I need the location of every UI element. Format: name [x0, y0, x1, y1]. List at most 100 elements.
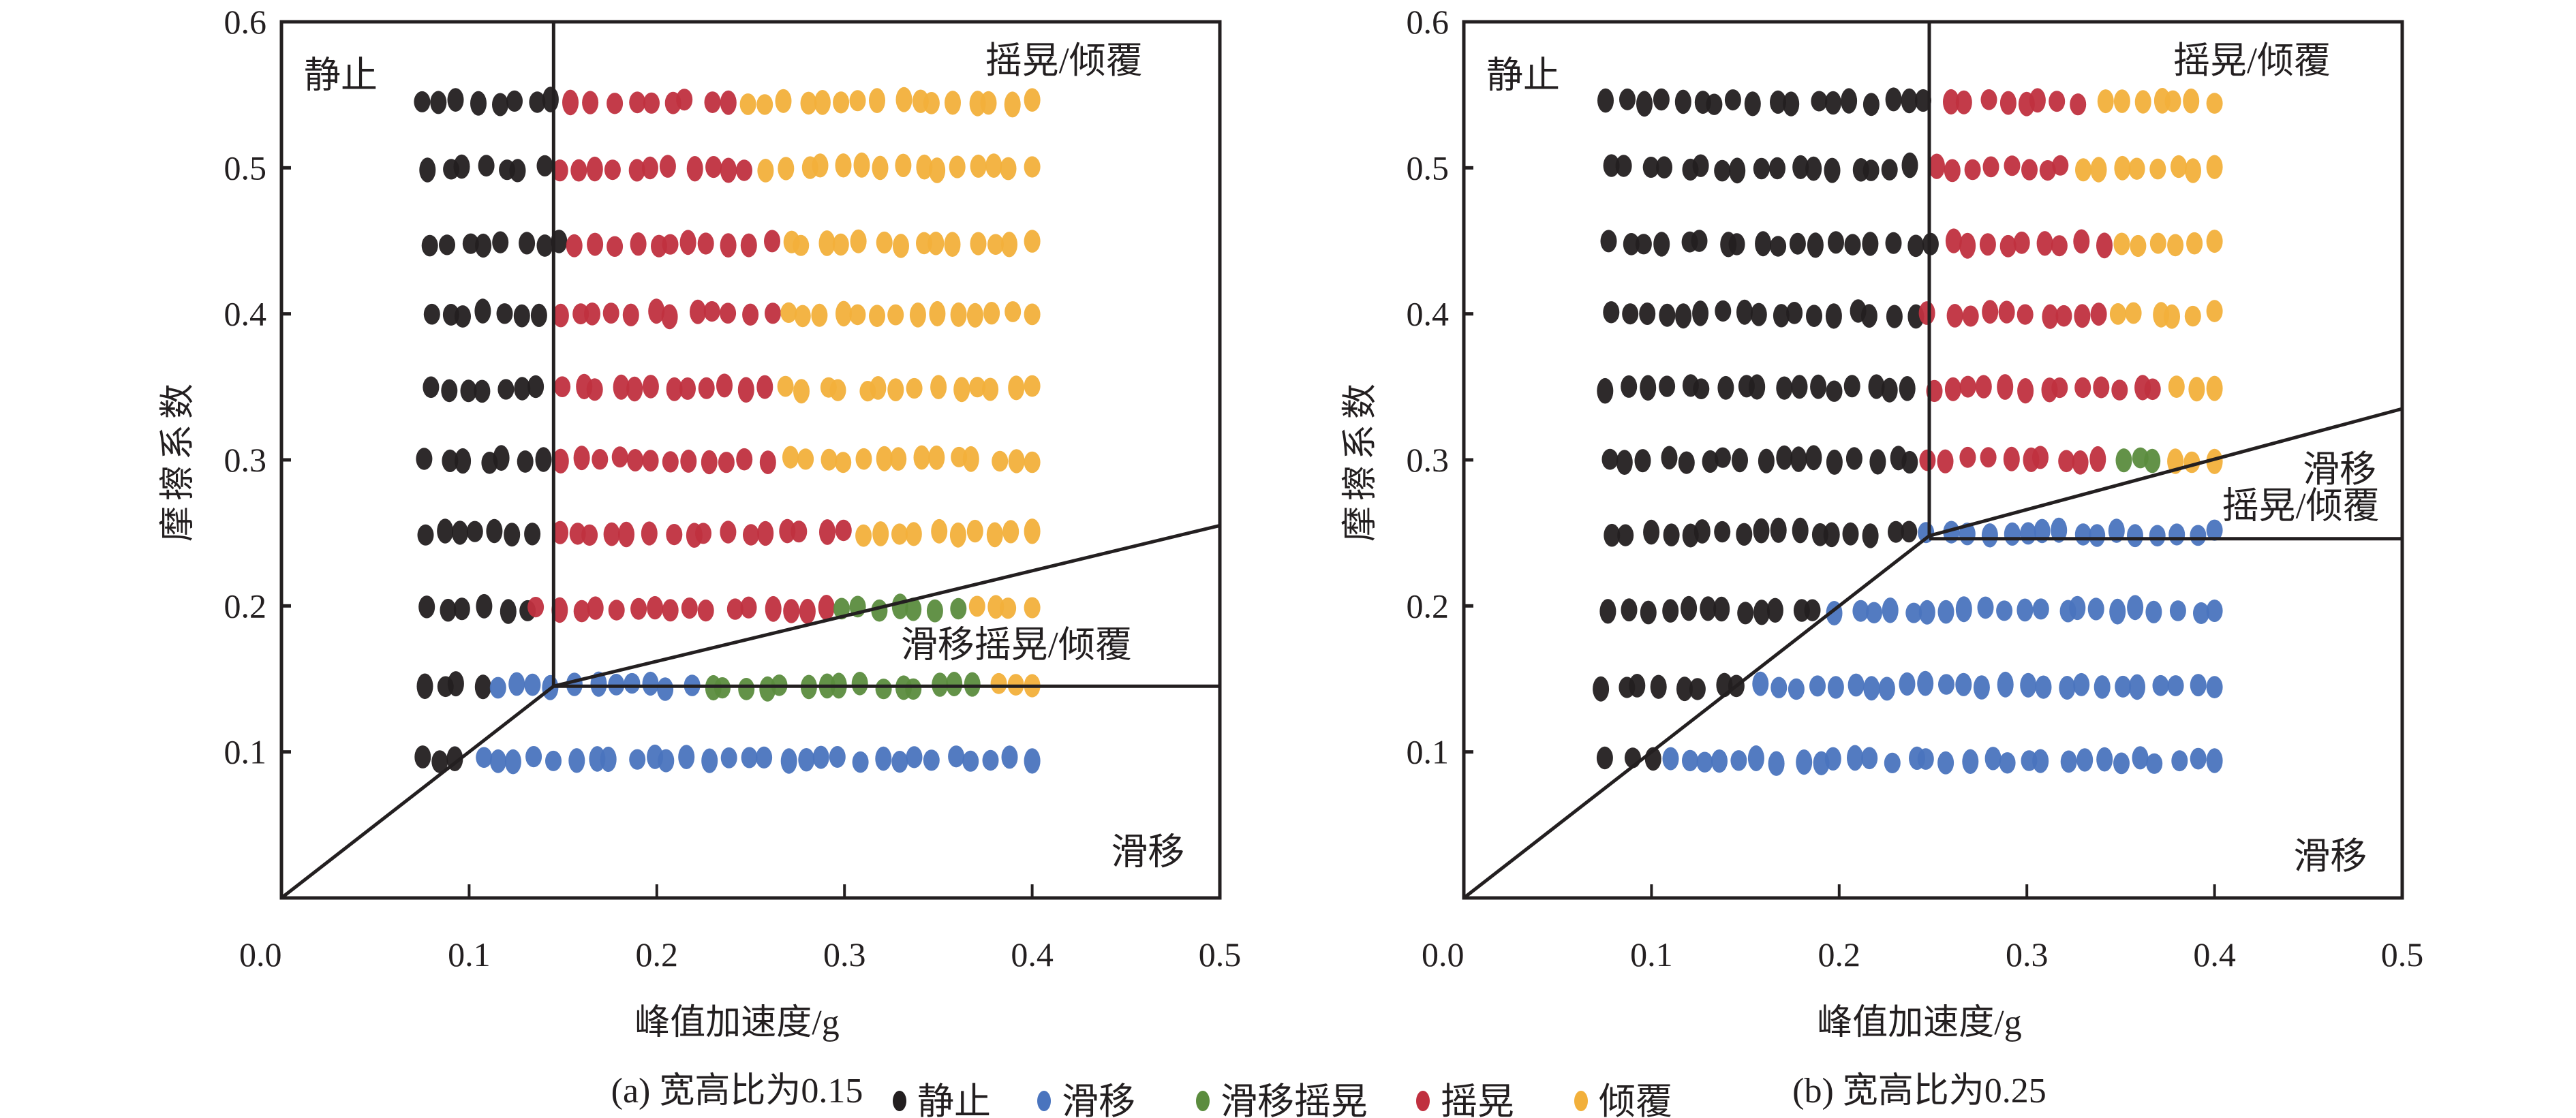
data-point — [622, 303, 639, 326]
data-point — [1999, 91, 2017, 115]
data-point — [642, 450, 659, 472]
data-point — [1944, 377, 1961, 401]
data-point — [1868, 374, 1885, 399]
data-point — [2171, 155, 2187, 178]
data-point — [1937, 600, 1954, 624]
data-point — [416, 448, 433, 470]
data-point — [982, 749, 999, 771]
data-point — [551, 597, 568, 623]
data-point — [944, 232, 961, 258]
data-point — [587, 596, 604, 620]
data-point — [697, 232, 714, 255]
data-point — [2013, 231, 2030, 254]
data-point — [835, 300, 852, 327]
data-point — [1827, 676, 1844, 699]
data-point — [2206, 155, 2223, 179]
data-point — [1955, 672, 1972, 696]
data-point — [2113, 752, 2130, 775]
data-point — [529, 91, 546, 113]
data-point — [1653, 88, 1670, 111]
data-point — [562, 89, 579, 116]
data-point — [2114, 155, 2131, 181]
data-point — [895, 87, 913, 112]
data-point — [437, 518, 454, 544]
data-point — [2042, 304, 2059, 329]
data-point — [1766, 597, 1783, 623]
data-point — [455, 448, 472, 474]
data-point — [743, 524, 759, 546]
data-point — [2115, 675, 2132, 698]
y-tick-label: 0.3 — [1407, 441, 1450, 479]
data-point — [2075, 158, 2091, 182]
data-point — [980, 91, 997, 115]
data-point — [701, 748, 718, 773]
data-point — [992, 450, 1009, 472]
data-point — [736, 159, 752, 181]
data-point — [1776, 445, 1793, 470]
data-point — [2206, 676, 2223, 698]
data-point — [504, 749, 521, 775]
data-point — [1730, 750, 1747, 771]
x-tick-label: 0.5 — [1199, 935, 1242, 974]
legend: 静止 滑移 滑移摇晃 摇晃 倾覆 — [893, 1081, 1672, 1118]
data-point — [1728, 233, 1745, 255]
data-point — [1601, 448, 1619, 470]
legend-marker — [1416, 1091, 1430, 1111]
data-point — [872, 155, 889, 181]
data-point — [1603, 154, 1620, 177]
data-point — [2004, 522, 2021, 546]
data-point — [1975, 375, 1992, 399]
data-point — [1824, 157, 1841, 183]
legend-label: 摇晃 — [1441, 1081, 1514, 1118]
data-point — [799, 598, 816, 624]
data-point — [1786, 302, 1803, 324]
data-point — [442, 449, 459, 473]
data-point — [2073, 672, 2090, 696]
data-point — [923, 92, 940, 114]
data-point — [2130, 234, 2147, 258]
data-point — [1962, 749, 1979, 775]
data-point — [643, 92, 660, 114]
data-point — [536, 155, 553, 176]
data-point — [1753, 157, 1770, 180]
data-point — [1918, 301, 1935, 325]
legend-label: 滑移 — [1062, 1081, 1135, 1118]
data-point — [1943, 89, 1959, 115]
data-point — [1681, 595, 1698, 621]
data-point — [474, 298, 491, 324]
data-point — [2128, 157, 2145, 180]
data-point — [1881, 377, 1898, 403]
data-point — [545, 750, 562, 771]
y-tick-label: 0.2 — [224, 587, 267, 625]
data-point — [906, 746, 923, 768]
data-point — [1653, 232, 1670, 257]
data-point — [1024, 230, 1041, 253]
data-point — [1636, 91, 1653, 117]
data-point — [1692, 300, 1709, 326]
data-point — [819, 519, 835, 545]
data-point — [1770, 677, 1788, 698]
data-point — [927, 232, 945, 255]
data-point — [630, 232, 647, 256]
data-point — [647, 595, 664, 620]
data-point — [573, 446, 590, 471]
data-point — [1945, 228, 1962, 253]
data-point — [1663, 523, 1680, 546]
data-point — [486, 518, 503, 544]
x-tick-label: 0.1 — [1630, 935, 1673, 974]
data-point — [2185, 158, 2201, 183]
data-point — [946, 672, 963, 696]
data-point — [602, 302, 619, 324]
data-point — [1843, 375, 1860, 398]
data-point — [1603, 301, 1620, 324]
data-point — [893, 234, 909, 258]
data-point — [1959, 375, 1976, 398]
data-point — [1747, 745, 1764, 771]
data-point — [1901, 88, 1918, 114]
data-point — [835, 452, 852, 473]
data-point — [1770, 90, 1786, 114]
data-point — [629, 749, 646, 770]
data-point — [1824, 91, 1841, 115]
data-point — [1713, 596, 1730, 622]
data-point — [584, 302, 600, 326]
